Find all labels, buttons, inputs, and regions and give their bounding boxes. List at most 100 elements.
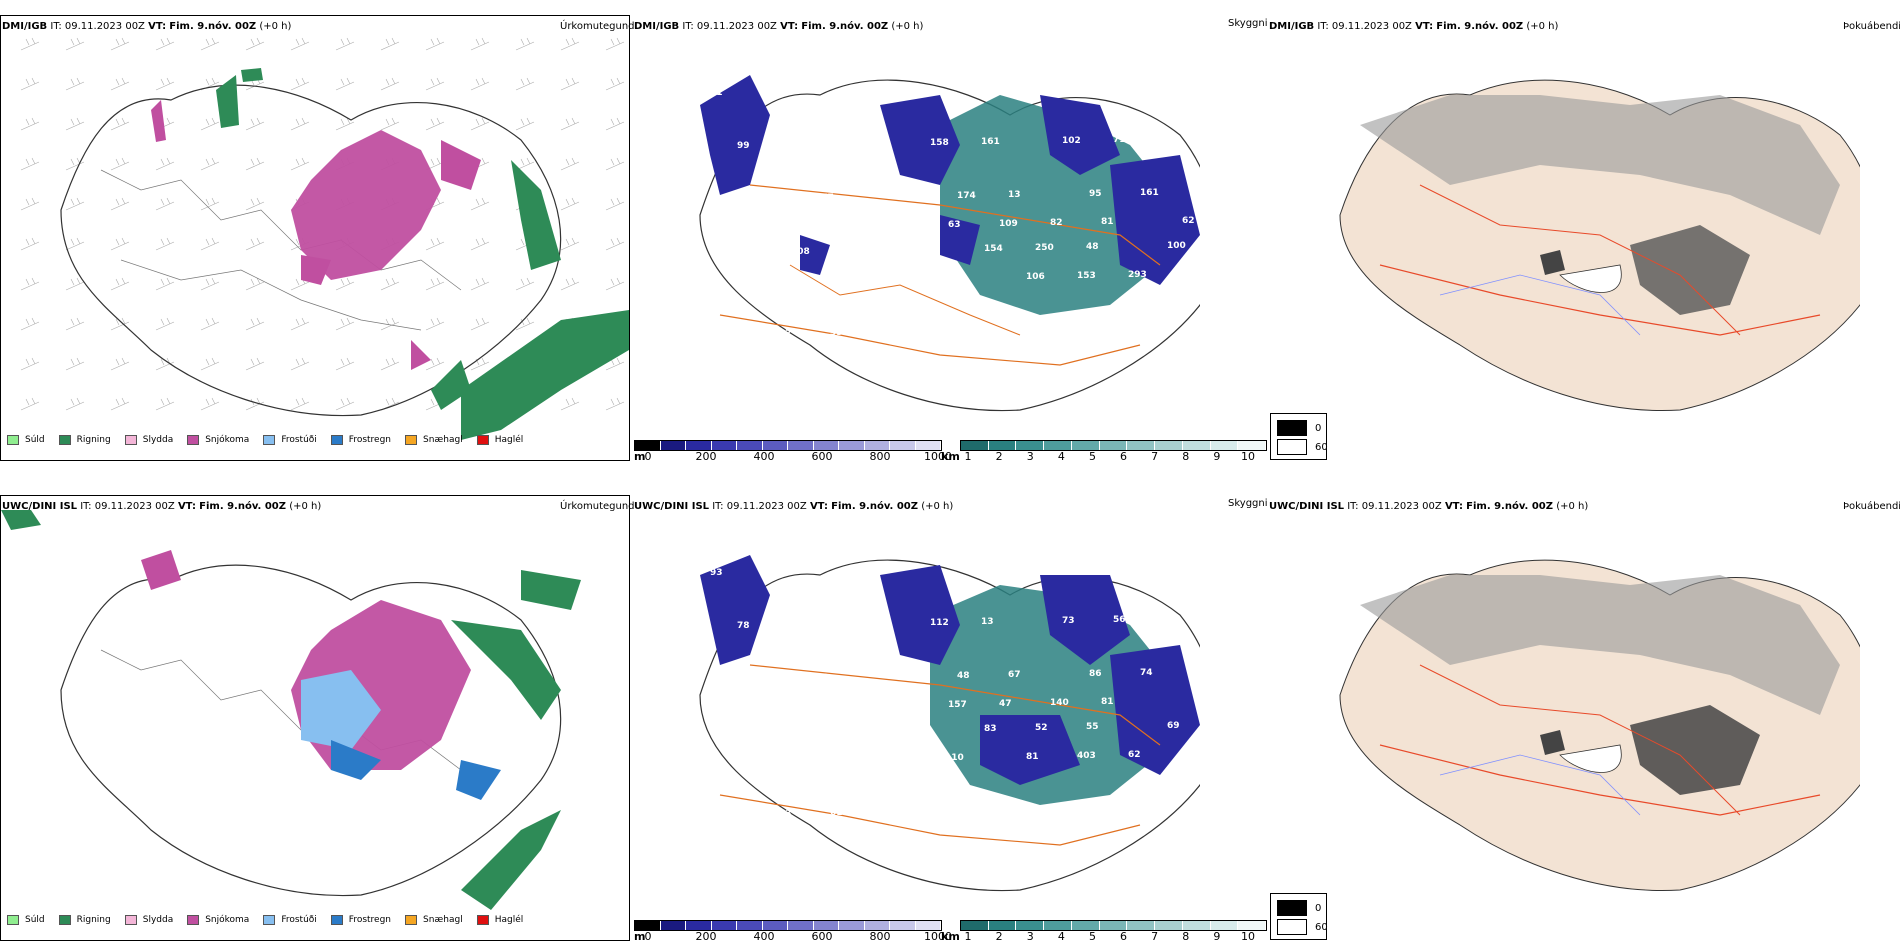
cloud-header-2: UWC/DINI ISL IT: 09.11.2023 00Z VT: Fim.… bbox=[634, 501, 954, 512]
visibility-colorbar-1 bbox=[960, 440, 1267, 451]
wind-barb bbox=[560, 237, 580, 251]
legend-label: Frostregn bbox=[348, 435, 392, 445]
wind-barb bbox=[560, 37, 580, 51]
wind-barb bbox=[515, 117, 535, 131]
fog-header-1: DMI/IGB IT: 09.11.2023 00Z VT: Fim. 9.nó… bbox=[1269, 21, 1559, 32]
legend-swatch bbox=[405, 915, 418, 925]
map-value-label: 293 bbox=[1128, 270, 1147, 280]
visibility-unit-1: km bbox=[941, 450, 960, 463]
wind-barb bbox=[155, 317, 175, 331]
colorbar-tick: 5 bbox=[1088, 450, 1096, 463]
map-value-label: 69 bbox=[1164, 134, 1177, 144]
cloud-title-2: Skyggni bbox=[1228, 498, 1268, 509]
legend-swatch bbox=[263, 435, 276, 445]
map-value-label: 101 bbox=[921, 807, 940, 817]
fog-legend-item: 60 bbox=[1277, 439, 1328, 455]
map-value-label: 74 bbox=[1140, 668, 1153, 678]
wind-barb bbox=[515, 77, 535, 91]
wind-barb bbox=[605, 117, 625, 131]
map-value-label: 59 bbox=[752, 756, 765, 766]
wind-barb bbox=[380, 397, 400, 411]
precip-legend-item: Slydda bbox=[124, 915, 173, 925]
colorbar-segment bbox=[1155, 921, 1183, 930]
wind-barb bbox=[110, 37, 130, 51]
colorbar-tick: 800 bbox=[869, 930, 891, 943]
map-value-label: 177 bbox=[815, 193, 834, 203]
map-value-label: 112 bbox=[930, 618, 949, 628]
colorbar-segment bbox=[1238, 921, 1267, 930]
colorbar-tick: 0 bbox=[644, 930, 652, 943]
colorbar-segment bbox=[737, 921, 763, 930]
map-value-label: 137 bbox=[972, 806, 991, 816]
fog-legend-2: 0 60 bbox=[1270, 893, 1328, 940]
wind-barb bbox=[605, 37, 625, 51]
wind-barb bbox=[560, 197, 580, 211]
wind-barb bbox=[290, 397, 310, 411]
map-value-label: 56 bbox=[815, 673, 828, 683]
colorbar-segment bbox=[686, 921, 712, 930]
map-value-label: 208 bbox=[791, 247, 810, 257]
map-value-label: 376 bbox=[806, 222, 825, 232]
fog-title-1: Þokuábendi bbox=[1843, 21, 1900, 32]
colorbar-segment bbox=[1182, 921, 1211, 930]
wind-barb bbox=[470, 317, 490, 331]
cloud-base-unit-1: m bbox=[634, 450, 646, 463]
map-value-label: 110 bbox=[945, 753, 964, 763]
legend-label: Frostúði bbox=[281, 915, 317, 925]
row-2: Súld Rigning Slydda Snjókoma Frostúði Frostre… bbox=[0, 480, 1900, 950]
map-value-label: 73 bbox=[1062, 616, 1075, 626]
fog-map-1 bbox=[1339, 79, 1860, 412]
wind-barb bbox=[335, 317, 355, 331]
cloud-base-colorbar-1 bbox=[634, 440, 942, 451]
wind-barb bbox=[335, 117, 355, 131]
precip-legend-item: Frostregn bbox=[330, 435, 392, 445]
wind-barb bbox=[425, 357, 445, 371]
map-value-label: 92 bbox=[752, 276, 765, 286]
wind-barb bbox=[290, 157, 310, 171]
map-value-label: 105 bbox=[906, 192, 925, 202]
legend-label: Snjókoma bbox=[205, 915, 250, 925]
precip-legend-item: Haglél bbox=[476, 435, 523, 445]
colorbar-tick: 1 bbox=[964, 450, 972, 463]
fog-legend-item: 0 bbox=[1277, 420, 1321, 436]
visibility-ticks-2: 1 2 3 4 5 6 7 8 9 10 bbox=[965, 930, 1256, 944]
wind-barb bbox=[605, 397, 625, 411]
wind-barb bbox=[380, 317, 400, 331]
map-value-label: 95 bbox=[921, 327, 934, 337]
wind-barb bbox=[470, 197, 490, 211]
wind-barb bbox=[245, 117, 265, 131]
colorbar-tick: 10 bbox=[1241, 450, 1255, 463]
legend-swatch bbox=[476, 435, 489, 445]
colorbar-tick: 600 bbox=[811, 930, 833, 943]
map-value-label: 81 bbox=[1026, 752, 1039, 762]
wind-barb bbox=[110, 157, 130, 171]
legend-label: 60 bbox=[1315, 921, 1328, 933]
legend-label: 0 bbox=[1315, 902, 1322, 914]
wind-barb bbox=[245, 277, 265, 291]
legend-swatch bbox=[124, 915, 137, 925]
wind-barb bbox=[200, 157, 220, 171]
colorbar-segment bbox=[864, 441, 890, 450]
wind-barb bbox=[20, 357, 40, 371]
legend-swatch bbox=[330, 915, 343, 925]
colorbar-tick: 4 bbox=[1057, 930, 1065, 943]
map-value-label: 81 bbox=[1101, 217, 1114, 227]
colorbar-tick: 7 bbox=[1151, 450, 1159, 463]
wind-barb bbox=[560, 277, 580, 291]
colorbar-segment bbox=[839, 441, 865, 450]
colorbar-segment bbox=[1127, 441, 1156, 450]
colorbar-tick: 10 bbox=[1241, 930, 1255, 943]
map-value-label: 84 bbox=[764, 674, 777, 684]
wind-barb bbox=[560, 77, 580, 91]
legend-label: Frostregn bbox=[348, 915, 392, 925]
precip-legend-item: Súld bbox=[7, 915, 45, 925]
legend-label: Snæhagl bbox=[423, 915, 463, 925]
wind-barb bbox=[110, 397, 130, 411]
wind-barb bbox=[605, 197, 625, 211]
visibility-colorbar-2 bbox=[960, 920, 1267, 931]
colorbar-tick: 200 bbox=[695, 450, 717, 463]
wind-barb bbox=[560, 117, 580, 131]
legend-swatch bbox=[405, 435, 418, 445]
precip-legend-item: Frostúði bbox=[263, 435, 317, 445]
map-value-label: 67 bbox=[1008, 670, 1021, 680]
